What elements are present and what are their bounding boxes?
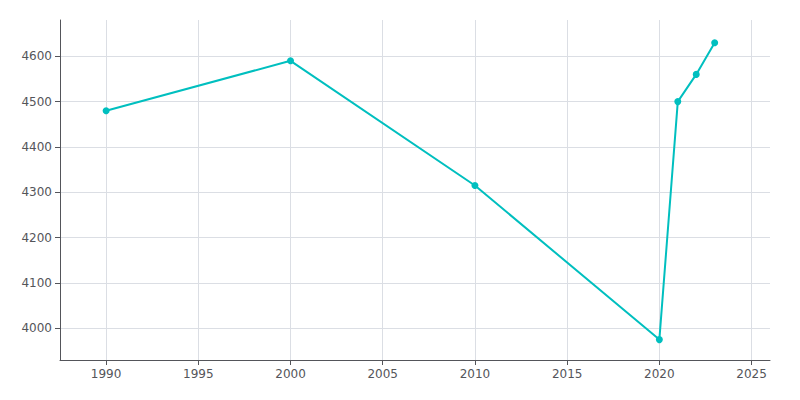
svg-text:4000: 4000	[21, 321, 52, 335]
svg-text:4200: 4200	[21, 231, 52, 245]
svg-text:1990: 1990	[91, 367, 122, 381]
svg-text:2005: 2005	[367, 367, 398, 381]
svg-text:4400: 4400	[21, 140, 52, 154]
svg-text:2015: 2015	[552, 367, 583, 381]
svg-text:4500: 4500	[21, 95, 52, 109]
svg-text:2020: 2020	[644, 367, 675, 381]
svg-text:4600: 4600	[21, 49, 52, 63]
svg-text:4100: 4100	[21, 276, 52, 290]
svg-text:2000: 2000	[275, 367, 306, 381]
svg-text:4300: 4300	[21, 185, 52, 199]
svg-text:2025: 2025	[736, 367, 767, 381]
svg-text:2010: 2010	[460, 367, 491, 381]
svg-text:1995: 1995	[183, 367, 214, 381]
